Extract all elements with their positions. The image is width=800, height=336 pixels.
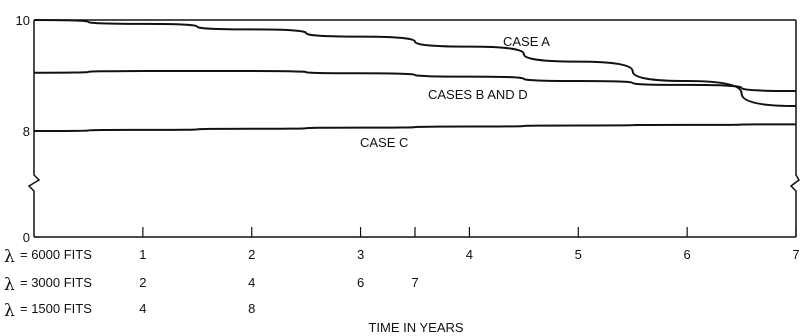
y-tick-label: 8 [23, 124, 30, 139]
x-tick-label: 5 [575, 247, 582, 262]
x-tick-label: 4 [466, 247, 473, 262]
series-line-2 [33, 123, 797, 132]
lambda-symbol: λ [4, 301, 15, 321]
x-tick-label: 3 [357, 247, 364, 262]
y-tick-label: 0 [23, 230, 30, 245]
series-label: CASE A [503, 34, 550, 49]
series-label: CASES B AND D [428, 87, 528, 102]
lambda-scale-label: = 1500 FITS [20, 301, 92, 316]
lambda-scale-label: = 3000 FITS [20, 275, 92, 290]
x-axis-label: TIME IN YEARS [368, 320, 463, 335]
lambda-symbol: λ [4, 247, 15, 267]
series-label: CASE C [360, 135, 408, 150]
x-tick-label: 4 [248, 275, 255, 290]
series-line-1 [33, 70, 797, 93]
x-tick-label: 7 [792, 247, 799, 262]
lambda-symbol: λ [4, 275, 15, 295]
y-tick-label: 10 [16, 13, 30, 28]
x-tick-label: 6 [357, 275, 364, 290]
x-tick-label: 2 [248, 247, 255, 262]
x-tick-label: 8 [248, 301, 255, 316]
y-axis-right-break [789, 20, 800, 237]
series-line-0 [33, 19, 797, 108]
x-tick-label: 1 [139, 247, 146, 262]
lambda-scale-label: = 6000 FITS [20, 247, 92, 262]
x-tick-label: 7 [411, 275, 418, 290]
x-tick-label: 6 [684, 247, 691, 262]
y-axis-left-break [27, 20, 41, 237]
x-tick-label: 2 [139, 275, 146, 290]
x-tick-label: 4 [139, 301, 146, 316]
